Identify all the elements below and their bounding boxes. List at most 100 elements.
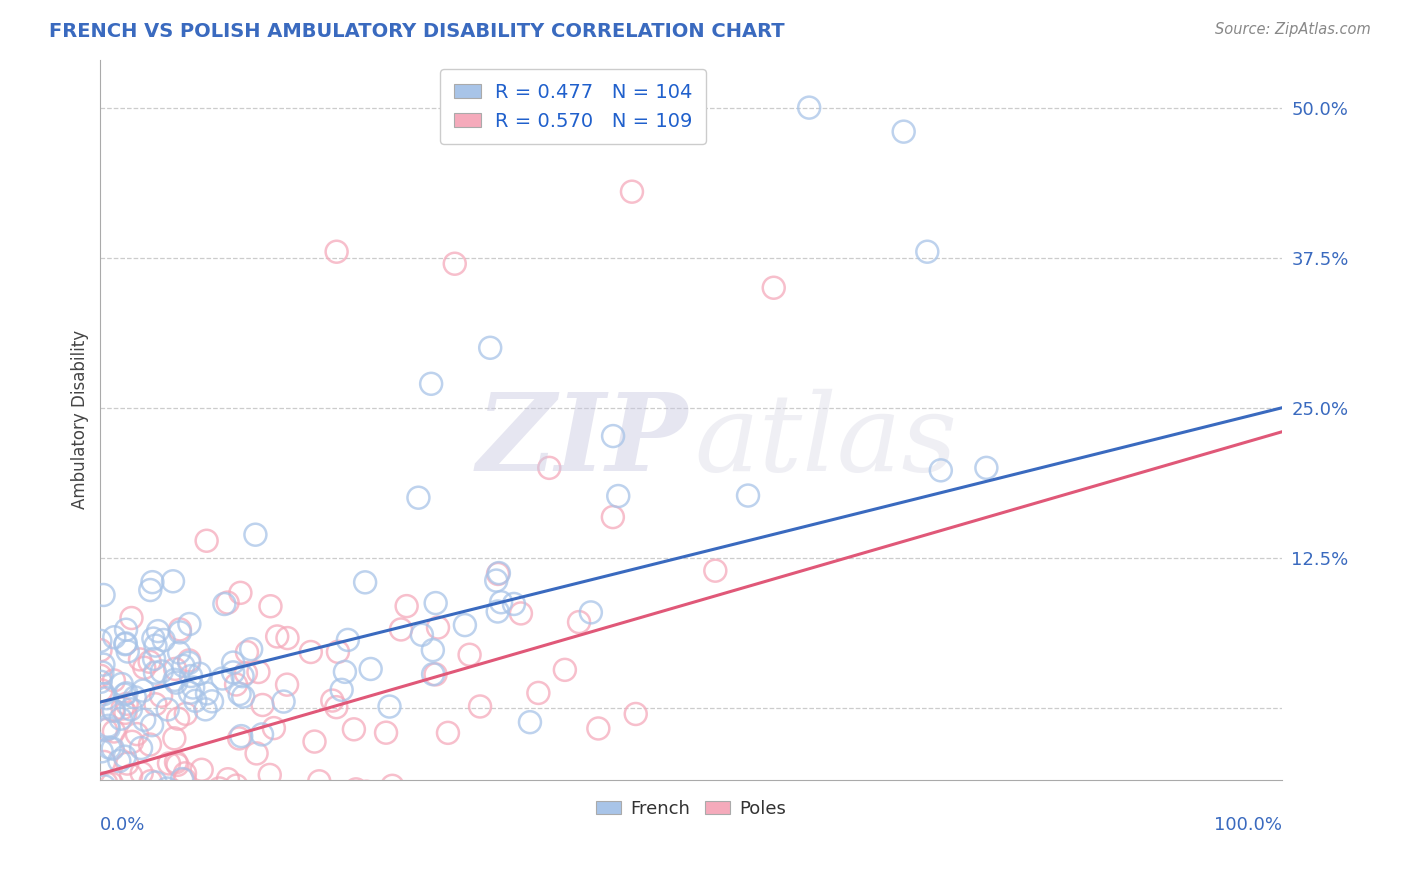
Point: [538, 461, 561, 475]
Point: [321, 693, 343, 707]
Point: [276, 678, 298, 692]
Point: [97, 719, 120, 733]
Point: [236, 645, 259, 659]
Point: [217, 596, 239, 610]
Point: [437, 726, 460, 740]
Point: [222, 665, 245, 680]
Point: [163, 784, 186, 798]
Point: [579, 606, 602, 620]
Point: [188, 874, 211, 888]
Point: [240, 642, 263, 657]
Point: [89, 643, 111, 657]
Point: [245, 527, 267, 541]
Point: [115, 623, 138, 637]
Point: [94, 822, 117, 837]
Point: [107, 799, 129, 814]
Point: [247, 665, 270, 679]
Y-axis label: Ambulatory Disability: Ambulatory Disability: [72, 330, 89, 509]
Point: [155, 800, 177, 814]
Point: [211, 672, 233, 686]
Point: [114, 688, 136, 702]
Point: [443, 257, 465, 271]
Point: [139, 774, 162, 789]
Point: [179, 686, 201, 700]
Point: [139, 582, 162, 597]
Point: [169, 788, 191, 802]
Point: [620, 185, 643, 199]
Point: [110, 806, 132, 821]
Point: [145, 639, 167, 653]
Point: [139, 738, 162, 752]
Point: [89, 633, 111, 648]
Point: [762, 281, 785, 295]
Point: [232, 690, 254, 704]
Point: [125, 813, 148, 827]
Point: [101, 703, 124, 717]
Point: [325, 700, 347, 714]
Point: [90, 683, 112, 698]
Point: [110, 712, 132, 726]
Point: [117, 756, 139, 771]
Point: [121, 735, 143, 749]
Point: [519, 715, 541, 730]
Point: [114, 636, 136, 650]
Point: [214, 597, 236, 611]
Point: [201, 791, 224, 805]
Point: [174, 766, 197, 780]
Point: [326, 645, 349, 659]
Point: [458, 648, 481, 662]
Point: [177, 653, 200, 667]
Point: [179, 656, 201, 670]
Point: [172, 772, 194, 786]
Point: [108, 754, 131, 768]
Point: [229, 586, 252, 600]
Point: [134, 713, 156, 727]
Point: [90, 744, 112, 758]
Point: [554, 663, 576, 677]
Point: [250, 727, 273, 741]
Point: [266, 630, 288, 644]
Point: [136, 889, 159, 892]
Point: [325, 244, 347, 259]
Point: [180, 669, 202, 683]
Point: [152, 633, 174, 648]
Point: [509, 607, 531, 621]
Point: [91, 795, 114, 809]
Point: [263, 721, 285, 735]
Point: [138, 655, 160, 669]
Point: [93, 588, 115, 602]
Point: [143, 652, 166, 666]
Text: atlas: atlas: [695, 389, 957, 494]
Point: [799, 101, 821, 115]
Point: [485, 574, 508, 588]
Point: [378, 699, 401, 714]
Point: [141, 718, 163, 732]
Point: [180, 813, 202, 827]
Point: [395, 599, 418, 614]
Point: [893, 125, 915, 139]
Point: [344, 782, 367, 797]
Point: [115, 697, 138, 711]
Point: [166, 757, 188, 772]
Point: [420, 376, 443, 391]
Point: [422, 667, 444, 681]
Point: [163, 731, 186, 746]
Point: [167, 712, 190, 726]
Point: [299, 645, 322, 659]
Point: [114, 749, 136, 764]
Point: [602, 510, 624, 524]
Point: [145, 698, 167, 712]
Point: [425, 667, 447, 681]
Point: [212, 791, 235, 805]
Point: [427, 621, 450, 635]
Point: [163, 673, 186, 687]
Point: [568, 615, 591, 629]
Point: [179, 617, 201, 632]
Point: [454, 618, 477, 632]
Point: [381, 779, 404, 793]
Point: [129, 652, 152, 666]
Point: [225, 779, 247, 793]
Point: [101, 741, 124, 756]
Point: [111, 701, 134, 715]
Point: [411, 628, 433, 642]
